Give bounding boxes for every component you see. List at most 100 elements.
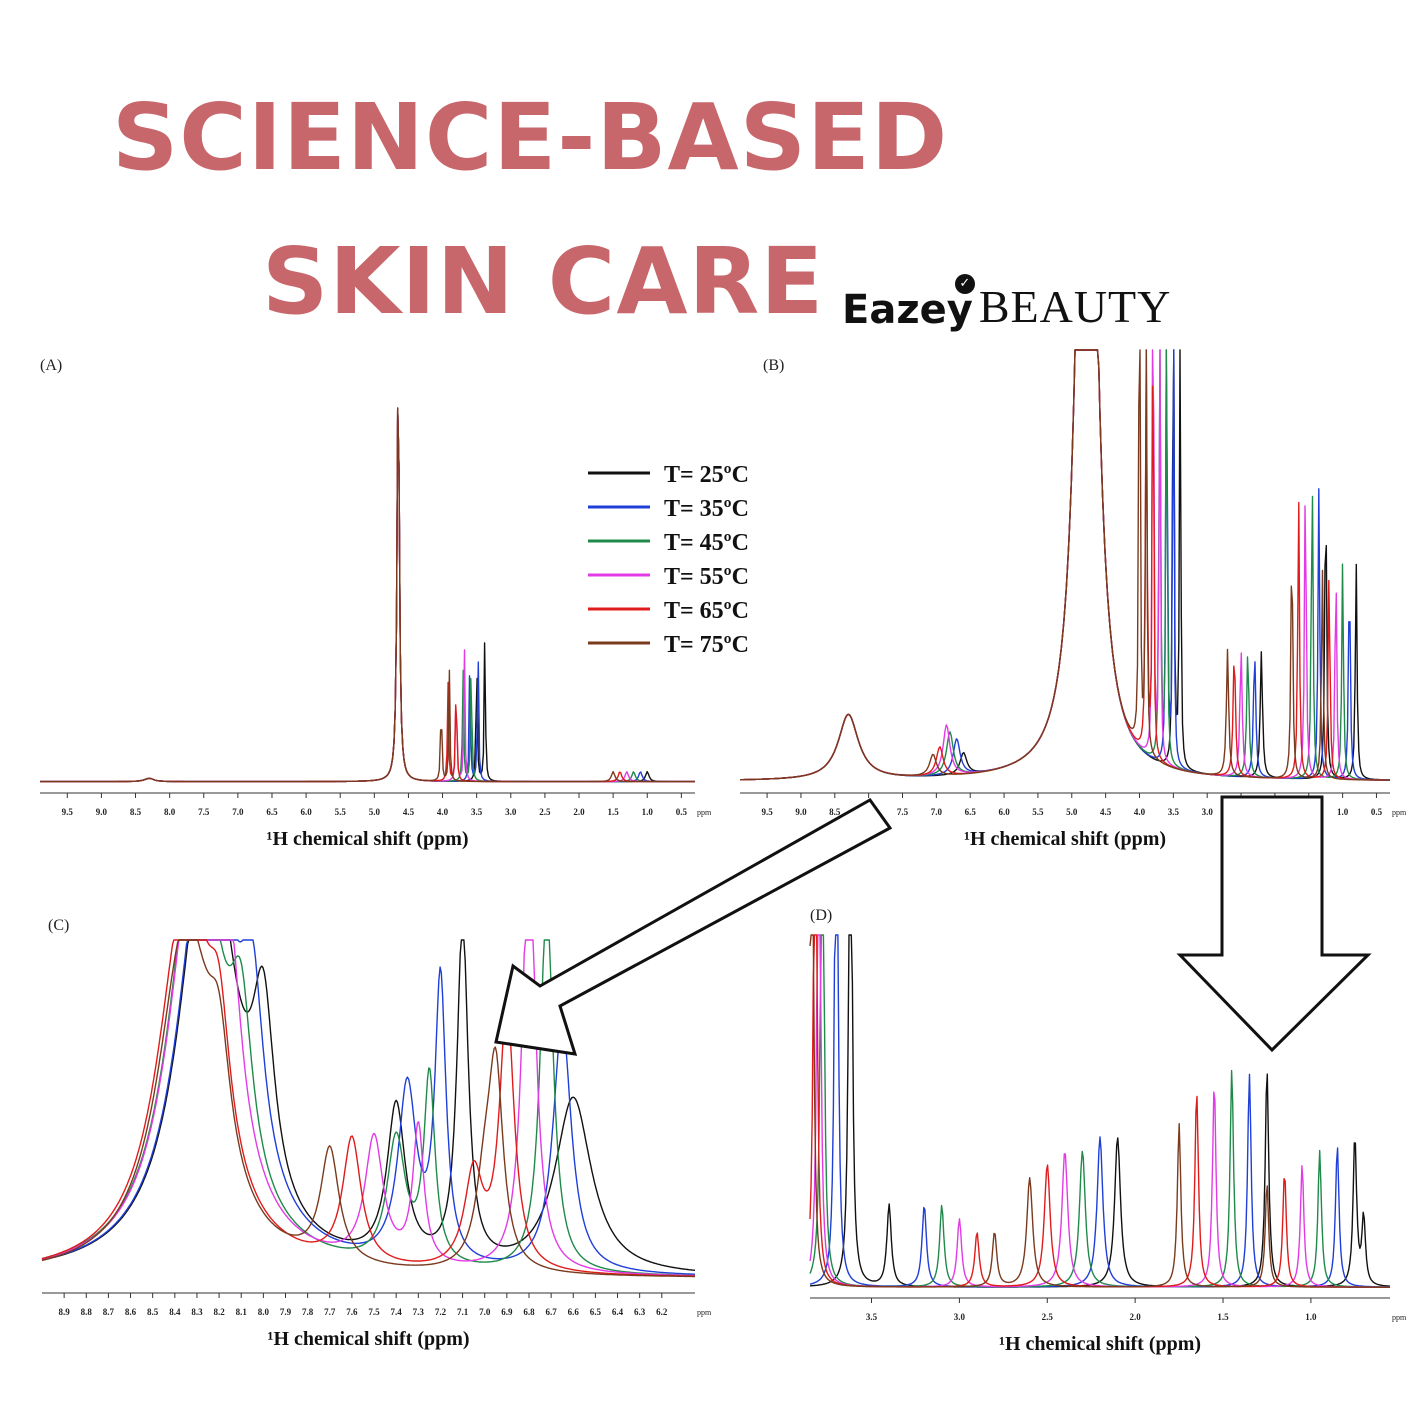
series-line-75C <box>41 939 695 1278</box>
x-tick-label: 4.0 <box>437 807 449 817</box>
x-unit-label: ppm <box>1392 808 1407 817</box>
x-tick-label: 3.5 <box>866 1312 878 1322</box>
legend-label: T= 35ºC <box>664 496 749 522</box>
x-tick-label: 8.5 <box>147 1307 159 1317</box>
series-line-25C <box>40 407 695 783</box>
x-tick-label: 6.6 <box>568 1307 580 1317</box>
x-tick-label: 5.5 <box>1032 807 1044 817</box>
logo-word: Eazey ✓ <box>842 274 975 333</box>
legend-label: T= 45ºC <box>664 530 749 556</box>
x-tick-label: 6.0 <box>300 807 312 817</box>
check-circle-icon: ✓ <box>954 274 975 294</box>
x-tick-label: 6.4 <box>612 1307 624 1317</box>
x-tick-label: 6.3 <box>634 1307 646 1317</box>
x-tick-label: 8.8 <box>81 1307 93 1317</box>
x-tick-label: 7.4 <box>391 1307 403 1317</box>
series-line-65C <box>40 407 695 783</box>
series-line-45C <box>740 349 1390 781</box>
x-tick-label: 7.2 <box>435 1307 447 1317</box>
x-tick-label: 4.5 <box>1100 807 1112 817</box>
x-axis-title: ¹H chemical shift (ppm) <box>964 828 1166 850</box>
x-tick-label: 1.0 <box>1337 807 1349 817</box>
x-tick-label: 5.0 <box>1066 807 1078 817</box>
headline-line-2: SKIN CARE <box>262 228 825 335</box>
x-tick-label: 7.0 <box>931 807 943 817</box>
x-tick-label: 7.9 <box>280 1307 292 1317</box>
x-tick-label: 2.0 <box>1130 1312 1142 1322</box>
x-tick-label: 8.9 <box>59 1307 71 1317</box>
legend-label: T= 25ºC <box>664 462 749 488</box>
series-line-75C <box>809 934 1390 1288</box>
series-line-35C <box>40 407 695 783</box>
series-line-25C <box>41 939 696 1271</box>
x-tick-label: 2.0 <box>573 807 585 817</box>
x-tick-label: 6.7 <box>545 1307 557 1317</box>
x-tick-label: 8.0 <box>164 807 176 817</box>
x-tick-label: 7.6 <box>346 1307 358 1317</box>
x-tick-label: 8.5 <box>829 807 841 817</box>
x-tick-label: 1.0 <box>1305 1312 1317 1322</box>
series-line-45C <box>41 939 695 1277</box>
panel-label: (C) <box>48 917 69 934</box>
legend-label: T= 75ºC <box>664 632 749 658</box>
x-unit-label: ppm <box>697 808 712 817</box>
x-tick-label: 0.5 <box>676 807 688 817</box>
series-line-55C <box>740 349 1390 781</box>
x-tick-label: 7.5 <box>368 1307 380 1317</box>
x-tick-label: 8.5 <box>130 807 142 817</box>
x-tick-label: 3.0 <box>1202 807 1214 817</box>
x-tick-label: 8.6 <box>125 1307 137 1317</box>
x-tick-label: 7.5 <box>198 807 210 817</box>
x-tick-label: 2.5 <box>1042 1312 1054 1322</box>
x-tick-label: 1.0 <box>642 807 654 817</box>
headline-line-1: SCIENCE-BASED <box>112 84 949 191</box>
x-tick-label: 4.5 <box>403 807 415 817</box>
series-line-65C <box>740 349 1390 781</box>
series-line-35C <box>740 349 1391 781</box>
x-tick-label: 7.3 <box>413 1307 425 1317</box>
brand-logo: Eazey ✓ BEAUTY <box>842 266 1171 330</box>
x-tick-label: 7.5 <box>897 807 909 817</box>
x-tick-label: 6.5 <box>590 1307 602 1317</box>
series-line-75C <box>40 407 695 783</box>
x-unit-label: ppm <box>697 1308 712 1317</box>
x-tick-label: 3.0 <box>954 1312 966 1322</box>
x-tick-label: 2.5 <box>539 807 551 817</box>
x-unit-label: ppm <box>1392 1313 1407 1322</box>
series-line-65C <box>41 939 695 1277</box>
x-tick-label: 6.5 <box>266 807 278 817</box>
panel-label: (A) <box>40 357 62 374</box>
x-tick-label: 3.5 <box>1168 807 1180 817</box>
series-line-45C <box>40 407 695 783</box>
x-tick-label: 7.1 <box>457 1307 469 1317</box>
x-tick-label: 5.5 <box>335 807 347 817</box>
zoom-arrow-down <box>1176 795 1372 1053</box>
x-tick-label: 8.4 <box>169 1307 181 1317</box>
logo-word-text: Eazey <box>842 287 973 333</box>
series-line-55C <box>40 407 695 783</box>
x-tick-label: 6.8 <box>523 1307 535 1317</box>
x-tick-label: 9.5 <box>62 807 74 817</box>
x-tick-label: 7.0 <box>479 1307 491 1317</box>
x-tick-label: 7.8 <box>302 1307 314 1317</box>
x-tick-label: 8.3 <box>191 1307 203 1317</box>
x-axis-title: ¹H chemical shift (ppm) <box>266 828 468 850</box>
x-tick-label: 8.1 <box>236 1307 248 1317</box>
x-tick-label: 8.7 <box>103 1307 115 1317</box>
x-tick-label: 6.5 <box>965 807 977 817</box>
x-tick-label: 1.5 <box>608 807 620 817</box>
x-tick-label: 6.0 <box>998 807 1010 817</box>
x-tick-label: 0.5 <box>1371 807 1383 817</box>
x-tick-label: 5.0 <box>369 807 381 817</box>
logo-brand: BEAUTY <box>978 281 1172 332</box>
series-line-25C <box>740 349 1390 781</box>
panel-label: (D) <box>810 907 832 924</box>
panel-label: (B) <box>763 357 784 374</box>
x-tick-label: 6.2 <box>656 1307 668 1317</box>
x-axis-title: ¹H chemical shift (ppm) <box>267 1328 469 1350</box>
x-tick-label: 7.7 <box>324 1307 336 1317</box>
x-tick-label: 9.0 <box>96 807 108 817</box>
x-axis-title: ¹H chemical shift (ppm) <box>999 1333 1201 1355</box>
zoom-arrow-left <box>494 798 893 1056</box>
